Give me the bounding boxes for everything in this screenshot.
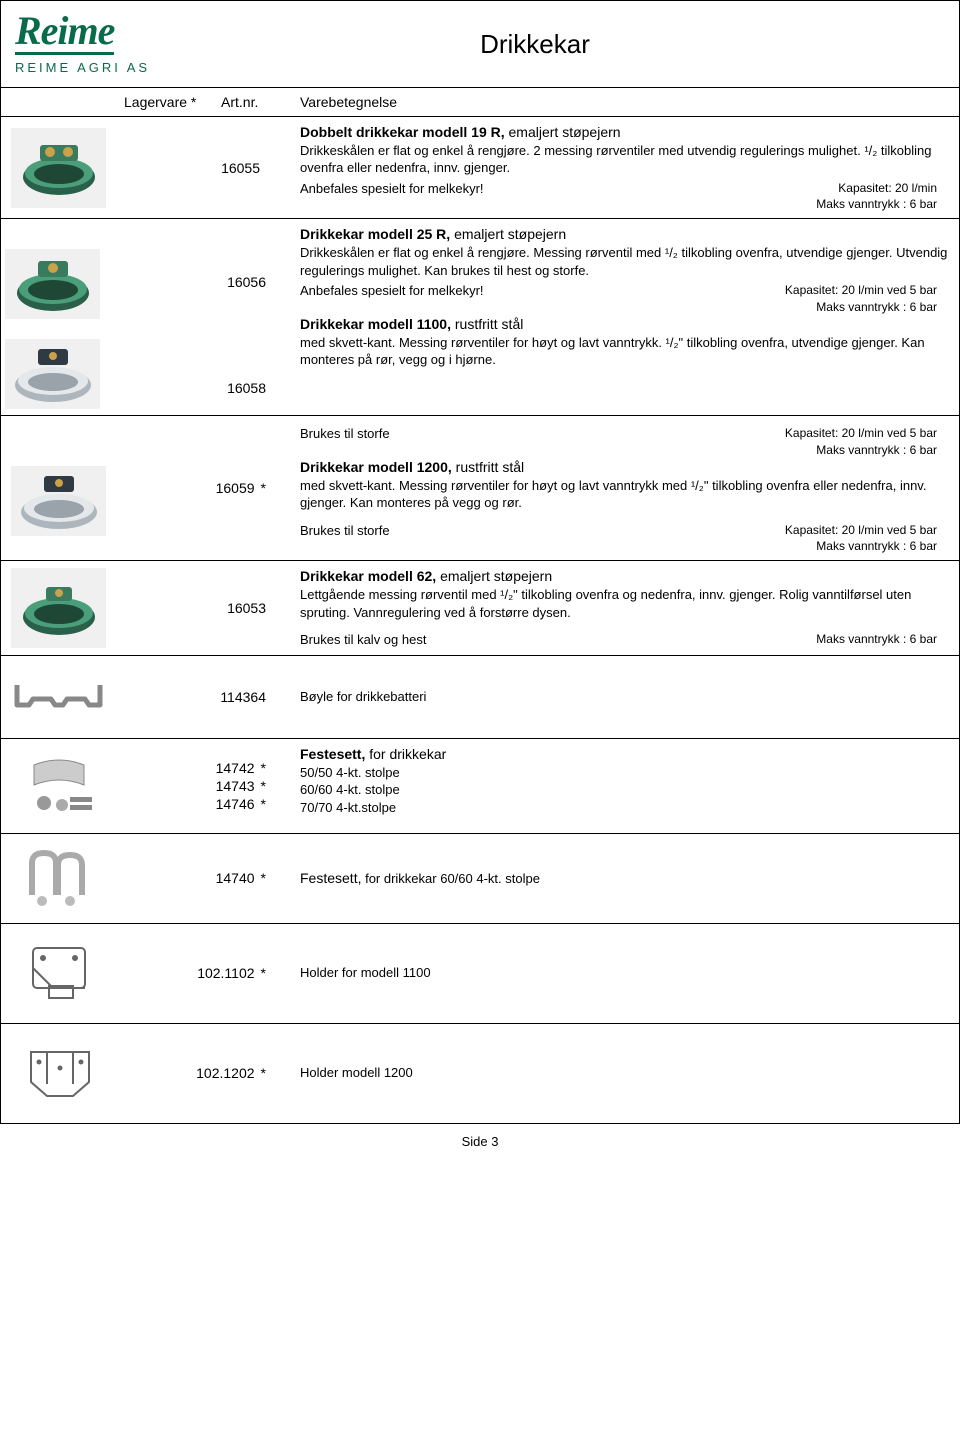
col-header-lagervare: Lagervare * bbox=[116, 94, 221, 110]
artnr-star: * bbox=[261, 778, 266, 794]
content-frame: Lagervare * Art.nr. Varebetegnelse 16055… bbox=[0, 87, 960, 1124]
table-row: 14742 * 14743 * 14746 * Festesett, for d… bbox=[1, 738, 959, 833]
item-note-left: Anbefales spesielt for melkekyr! bbox=[300, 180, 816, 212]
table-row: 14740 * Festesett, for drikkekar 60/60 4… bbox=[1, 833, 959, 923]
table-row: 16053 Drikkekar modell 62, emaljert støp… bbox=[1, 560, 959, 655]
item-line: 70/70 4-kt.stolpe bbox=[300, 799, 949, 817]
table-row: 114364 Bøyle for drikkebatteri bbox=[1, 655, 959, 738]
table-row: 102.1102 * Holder for modell 1100 bbox=[1, 923, 959, 1023]
table-row: 102.1202 * Holder modell 1200 bbox=[1, 1023, 959, 1123]
item-title: Drikkekar modell 62, emaljert støpejern bbox=[300, 567, 949, 586]
page-title: Drikkekar bbox=[231, 1, 959, 87]
product-image-icon bbox=[11, 568, 106, 648]
artnr: 16053 bbox=[227, 600, 266, 616]
product-image-icon bbox=[11, 662, 106, 732]
item-capacity: Kapasitet: 20 l/min ved 5 bar bbox=[785, 282, 937, 298]
logo-main: Reime bbox=[15, 13, 114, 55]
item-title: Dobbelt drikkekar modell 19 R, emaljert … bbox=[300, 123, 949, 142]
artnr: 114364 bbox=[220, 689, 266, 705]
page-header: Reime REIME AGRI AS Drikkekar bbox=[0, 0, 960, 87]
table-row: 16059 * Brukes til storfe Kapasitet: 20 l… bbox=[1, 415, 959, 560]
item-line: 60/60 4-kt. stolpe bbox=[300, 781, 949, 799]
product-image-icon bbox=[11, 466, 106, 536]
item-body: Lettgående messing rørventil med ¹/₂" ti… bbox=[300, 586, 949, 621]
item-pressure: Maks vanntrykk : 6 bar bbox=[785, 442, 937, 458]
product-image-icon bbox=[5, 249, 100, 319]
artnr-star: * bbox=[261, 1065, 266, 1081]
product-image-icon bbox=[5, 339, 100, 409]
product-image-icon bbox=[11, 128, 106, 208]
artnr: 102.1102 bbox=[197, 965, 254, 981]
item-body: Holder for modell 1100 bbox=[300, 964, 431, 982]
item-note-left: Anbefales spesielt for melkekyr! bbox=[300, 282, 785, 314]
item-pressure: Maks vanntrykk : 6 bar bbox=[785, 538, 937, 554]
artnr: 14746 bbox=[216, 796, 255, 812]
item-body: Festesett, for drikkekar 60/60 4-kt. sto… bbox=[300, 869, 540, 888]
artnr-star: * bbox=[261, 796, 266, 812]
item-capacity: Kapasitet: 20 l/min bbox=[816, 180, 937, 196]
artnr-star: * bbox=[261, 480, 266, 496]
item-pressure: Maks vanntrykk : 6 bar bbox=[785, 299, 937, 315]
item-pressure: Maks vanntrykk : 6 bar bbox=[816, 631, 937, 647]
artnr: 16058 bbox=[227, 380, 266, 396]
item-note-left: Brukes til storfe bbox=[300, 425, 785, 457]
logo-subtitle: REIME AGRI AS bbox=[15, 60, 150, 75]
product-image-icon bbox=[11, 938, 106, 1008]
col-header-artnr: Art.nr. bbox=[221, 94, 296, 110]
item-title: Festesett, for drikkekar bbox=[300, 745, 949, 764]
item-title: Drikkekar modell 1100, rustfritt stål bbox=[300, 315, 949, 334]
item-note-left: Brukes til kalv og hest bbox=[300, 631, 816, 649]
artnr-star: * bbox=[261, 965, 266, 981]
column-header-row: Lagervare * Art.nr. Varebetegnelse bbox=[1, 87, 959, 116]
page-footer: Side 3 bbox=[0, 1124, 960, 1163]
logo: Reime REIME AGRI AS bbox=[1, 1, 231, 87]
item-title: Drikkekar modell 25 R, emaljert støpejer… bbox=[300, 225, 949, 244]
item-body: Drikkeskålen er flat og enkel å rengjøre… bbox=[300, 142, 949, 177]
artnr: 14740 bbox=[216, 870, 255, 886]
artnr: 102.1202 bbox=[196, 1065, 254, 1081]
item-body: Drikkeskålen er flat og enkel å rengjøre… bbox=[300, 244, 949, 279]
item-body: Holder modell 1200 bbox=[300, 1064, 413, 1082]
artnr: 16055 bbox=[221, 160, 260, 176]
item-body: Bøyle for drikkebatteri bbox=[300, 688, 426, 706]
item-capacity: Kapasitet: 20 l/min ved 5 bar bbox=[785, 522, 937, 538]
item-body: med skvett-kant. Messing rørventiler for… bbox=[300, 334, 949, 369]
table-row: 16055 Dobbelt drikkekar modell 19 R, ema… bbox=[1, 116, 959, 218]
artnr: 14742 bbox=[216, 760, 255, 776]
artnr: 14743 bbox=[216, 778, 255, 794]
product-image-icon bbox=[11, 843, 106, 913]
product-image-icon bbox=[11, 1038, 106, 1108]
col-header-desc: Varebetegnelse bbox=[296, 94, 959, 110]
artnr-star: * bbox=[261, 870, 266, 886]
item-capacity: Kapasitet: 20 l/min ved 5 bar bbox=[785, 425, 937, 441]
item-line: 50/50 4-kt. stolpe bbox=[300, 764, 949, 782]
artnr-star: * bbox=[261, 760, 266, 776]
item-note-left: Brukes til storfe bbox=[300, 522, 785, 554]
item-pressure: Maks vanntrykk : 6 bar bbox=[816, 196, 937, 212]
artnr: 16056 bbox=[227, 274, 266, 290]
item-body: med skvett-kant. Messing rørventiler for… bbox=[300, 477, 949, 512]
table-row: 16056 16058 Drikkekar modell 25 R, emalj… bbox=[1, 218, 959, 415]
artnr: 16059 bbox=[216, 480, 255, 496]
item-title: Drikkekar modell 1200, rustfritt stål bbox=[300, 458, 949, 477]
product-image-icon bbox=[11, 751, 106, 821]
